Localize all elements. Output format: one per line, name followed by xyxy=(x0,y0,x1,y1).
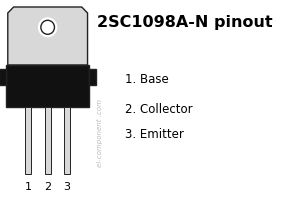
Text: 1: 1 xyxy=(25,181,32,191)
Polygon shape xyxy=(0,70,6,86)
Polygon shape xyxy=(8,8,88,66)
Text: 2. Collector: 2. Collector xyxy=(125,103,192,116)
Circle shape xyxy=(38,18,57,38)
Circle shape xyxy=(41,21,54,35)
Polygon shape xyxy=(89,70,96,86)
Text: 2: 2 xyxy=(44,181,51,191)
Bar xyxy=(45,108,51,174)
Text: el-component .com: el-component .com xyxy=(97,99,103,166)
Bar xyxy=(64,108,70,174)
Bar xyxy=(25,108,31,174)
Text: 3: 3 xyxy=(64,181,71,191)
Bar xyxy=(6,66,89,108)
Text: 2SC1098A-N pinout: 2SC1098A-N pinout xyxy=(97,14,272,29)
Text: 3. Emitter: 3. Emitter xyxy=(125,128,183,141)
Text: 1. Base: 1. Base xyxy=(125,73,168,86)
